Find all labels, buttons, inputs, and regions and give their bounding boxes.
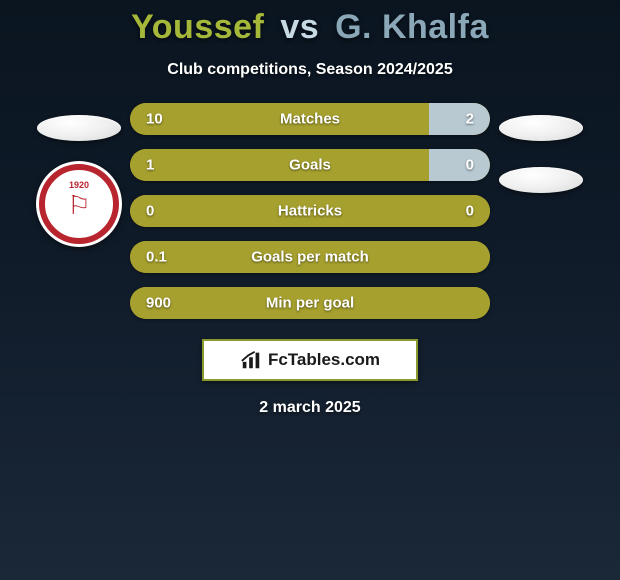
player2-name: G. Khalfa [335, 8, 489, 46]
stat-row: 1 0 Goals [130, 149, 490, 181]
stat-left-value: 10 [146, 111, 163, 128]
stat-row: 0.1 Goals per match [130, 241, 490, 273]
comparison-title: Youssef vs G. Khalfa [0, 8, 620, 47]
stat-row: 900 Min per goal [130, 287, 490, 319]
stats-column: 102Matches10Goals00Hattricks0.1Goals per… [130, 103, 490, 319]
vs-text: vs [280, 8, 319, 46]
player1-badge-placeholder-icon [37, 115, 121, 141]
stat-left-value: 1 [146, 157, 154, 174]
subtitle: Club competitions, Season 2024/2025 [0, 61, 620, 79]
stat-label: Goals [289, 157, 331, 174]
club-flag-icon: ⚐ [67, 190, 90, 221]
club-badge-icon: 1920 ⚐ [36, 161, 122, 247]
infographic-root: Youssef vs G. Khalfa Club competitions, … [0, 0, 620, 417]
stat-row: 0 0 Hattricks [130, 195, 490, 227]
brand-box: FcTables.com [202, 339, 418, 381]
player1-name: Youssef [131, 8, 264, 46]
stat-fill-right [429, 149, 490, 181]
brand-chart-icon [240, 349, 262, 371]
brand-text: FcTables.com [268, 350, 380, 370]
stat-row: 10 2 Matches [130, 103, 490, 135]
stat-left-value: 0.1 [146, 249, 167, 266]
stat-label: Min per goal [266, 295, 354, 312]
stat-label: Matches [280, 111, 340, 128]
player2-club-placeholder-icon [499, 167, 583, 193]
date-label: 2 march 2025 [0, 399, 620, 417]
stat-right-value: 0 [466, 157, 474, 174]
stat-right-value: 2 [466, 111, 474, 128]
stat-right-value: 0 [466, 203, 474, 220]
stat-label: Hattricks [278, 203, 342, 220]
stat-label: Goals per match [251, 249, 369, 266]
player2-badge-placeholder-icon [499, 115, 583, 141]
stat-left-value: 900 [146, 295, 171, 312]
stat-fill-left [130, 149, 429, 181]
right-side-column [490, 103, 592, 213]
main-row: 1920 ⚐ 102Matches10Goals00Hattricks0.1Go… [0, 103, 620, 319]
stat-fill-right [429, 103, 490, 135]
stat-left-value: 0 [146, 203, 154, 220]
left-side-column: 1920 ⚐ [28, 103, 130, 247]
